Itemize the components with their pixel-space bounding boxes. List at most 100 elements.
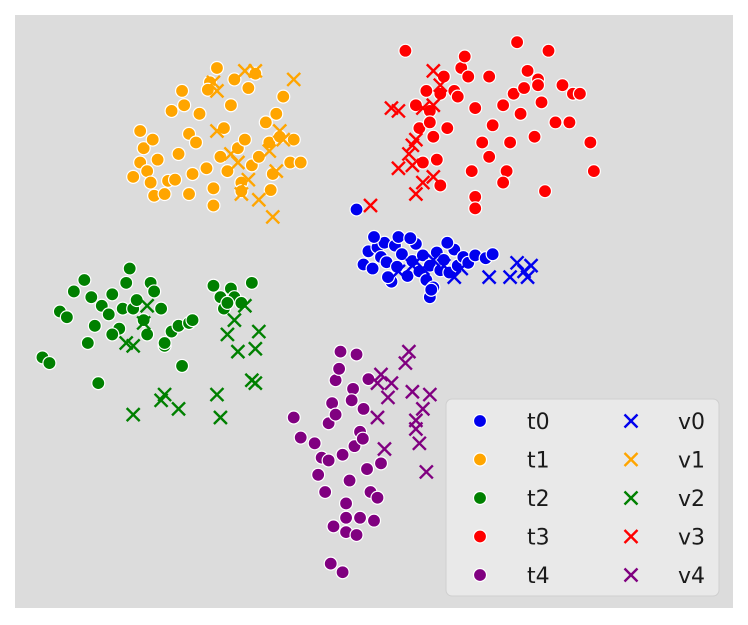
point-t2 — [80, 335, 95, 351]
point-t3 — [572, 86, 588, 101]
legend-label-t3: t3 — [527, 526, 550, 551]
point-t3 — [541, 43, 556, 58]
point-t3 — [433, 86, 448, 101]
point-t3 — [398, 43, 413, 58]
point-t3 — [503, 135, 518, 150]
point-t4 — [373, 456, 389, 471]
point-t4 — [311, 467, 326, 482]
point-t1 — [167, 172, 183, 187]
legend-label-t0: t0 — [527, 410, 550, 435]
point-v1 — [272, 123, 288, 139]
legend-label-t2: t2 — [527, 487, 550, 512]
point-t1 — [258, 115, 273, 130]
point-t3 — [408, 98, 423, 113]
point-t4 — [349, 527, 364, 543]
point-v0 — [415, 261, 431, 276]
legend-box — [445, 398, 720, 597]
point-v2 — [220, 327, 235, 342]
point-t3 — [537, 184, 553, 199]
point-t1 — [171, 146, 186, 162]
point-v3 — [401, 146, 417, 162]
point-v1 — [286, 72, 302, 87]
point-v0 — [425, 252, 441, 268]
point-t1 — [150, 152, 165, 167]
point-v4 — [422, 387, 438, 402]
legend-label-v0: v0 — [678, 410, 705, 435]
point-v4 — [380, 390, 396, 405]
point-t2 — [101, 307, 116, 322]
point-t2 — [220, 295, 235, 311]
point-v1 — [275, 132, 291, 147]
series-t2 — [35, 261, 259, 391]
point-t3 — [482, 149, 497, 164]
point-v2 — [237, 298, 253, 314]
point-t2 — [129, 292, 144, 308]
point-t2 — [154, 301, 169, 316]
point-t3 — [586, 164, 601, 179]
point-v2 — [125, 338, 141, 354]
point-t4 — [370, 490, 385, 505]
point-v2 — [157, 387, 172, 402]
point-t2 — [122, 261, 137, 276]
point-v3 — [425, 63, 441, 79]
point-t1 — [177, 98, 192, 113]
point-v4 — [401, 344, 417, 359]
point-t1 — [263, 182, 278, 198]
legend-label-v2: v2 — [678, 487, 705, 512]
point-t3 — [482, 69, 497, 84]
point-t3 — [509, 35, 525, 50]
point-v3 — [408, 132, 424, 147]
legend-label-t4: t4 — [527, 564, 550, 589]
point-v2 — [139, 298, 155, 314]
point-t3 — [583, 135, 598, 150]
point-t3 — [440, 121, 455, 136]
point-t2 — [174, 358, 190, 374]
point-t4 — [307, 436, 322, 451]
point-v3 — [415, 175, 431, 190]
point-t2 — [185, 312, 200, 328]
legend-marker-t2 — [472, 490, 488, 506]
point-t4 — [356, 401, 371, 417]
point-t3 — [450, 89, 465, 104]
legend-label-v1: v1 — [678, 449, 705, 474]
series-t4 — [286, 344, 389, 580]
point-t1 — [181, 186, 197, 202]
point-v2 — [171, 401, 186, 417]
point-v4 — [370, 375, 385, 391]
legend-label-v3: v3 — [678, 526, 705, 551]
point-t4 — [286, 410, 301, 425]
point-t3 — [496, 98, 511, 113]
point-t2 — [105, 287, 120, 302]
point-v4 — [412, 435, 427, 451]
point-v1 — [206, 74, 221, 90]
point-t3 — [468, 201, 483, 216]
point-v4 — [377, 441, 392, 457]
point-t1 — [251, 149, 266, 164]
point-v1 — [251, 192, 267, 208]
point-t1 — [164, 103, 179, 119]
point-v1 — [241, 172, 256, 188]
point-t3 — [513, 106, 528, 121]
legend-marker-v2 — [623, 490, 639, 506]
point-v3 — [363, 198, 378, 213]
legend-label-t1: t1 — [527, 449, 550, 474]
point-v4 — [408, 413, 424, 428]
point-t1 — [227, 72, 242, 87]
series-v2 — [118, 298, 267, 425]
point-t3 — [516, 80, 532, 96]
point-t3 — [419, 83, 434, 98]
point-t0 — [424, 282, 439, 297]
point-v4 — [419, 464, 434, 480]
point-v1 — [209, 123, 225, 139]
point-t4 — [338, 510, 354, 525]
point-t2 — [136, 312, 151, 328]
point-t4 — [355, 431, 370, 446]
point-t2 — [119, 275, 134, 290]
point-t3 — [461, 69, 476, 84]
point-t4 — [344, 393, 359, 408]
point-t2 — [157, 335, 172, 351]
point-t1 — [136, 141, 151, 156]
point-v1 — [268, 163, 284, 179]
point-t1 — [157, 186, 172, 202]
point-v3 — [391, 160, 406, 176]
